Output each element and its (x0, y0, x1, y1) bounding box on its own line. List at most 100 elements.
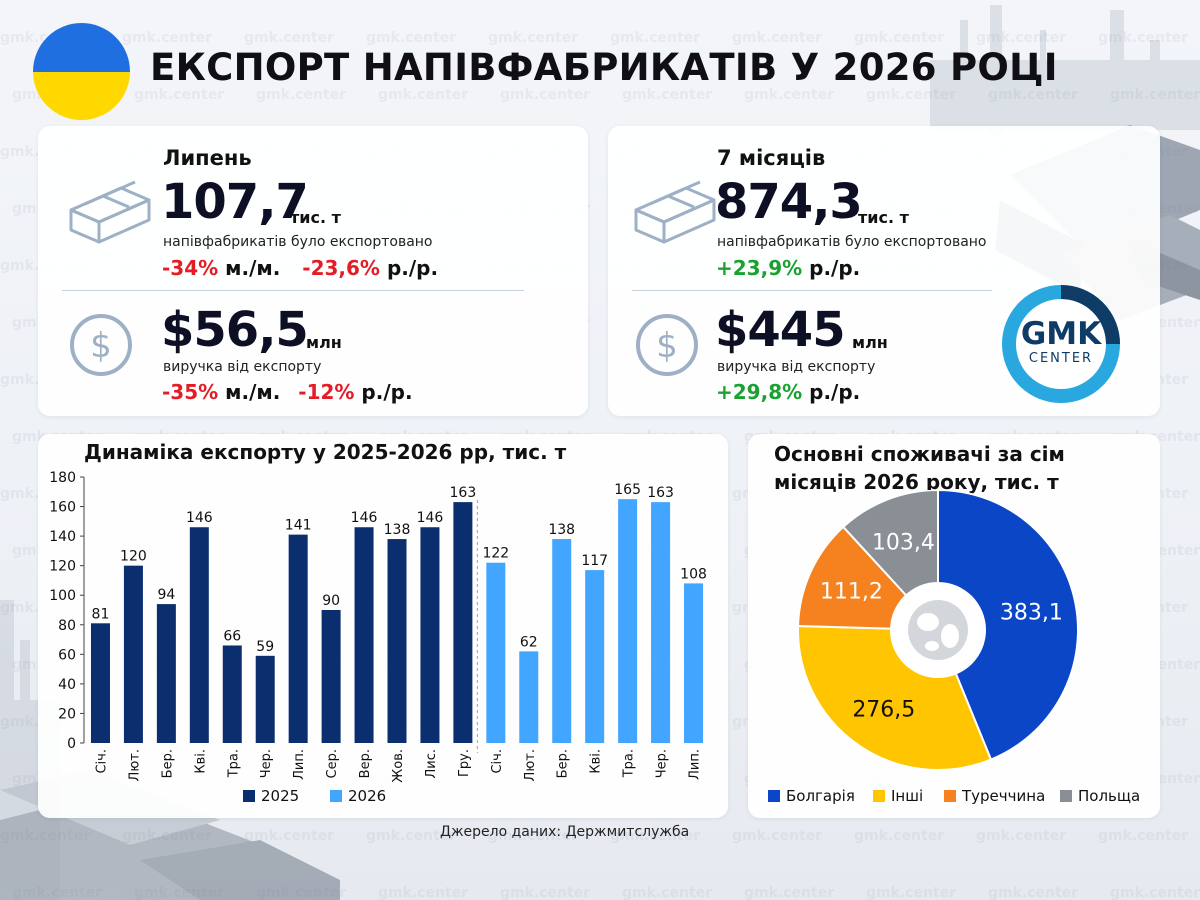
bar-value-label: 146 (417, 510, 444, 526)
kpi-july-revenue-changes: -35% м./м. -12% р./р. (162, 380, 413, 404)
watermark-text: gmk.center (988, 885, 1079, 900)
bar-2026-13 (519, 651, 539, 743)
kpi-july-revenue-desc: виручка від експорту (163, 359, 322, 375)
kpi-7m-volume-unit: тис. т (858, 208, 909, 227)
x-tick-label: Чер. (655, 749, 670, 778)
bar-2026-15 (585, 570, 605, 743)
kpi-july-volume-unit: тис. т (290, 208, 341, 227)
watermark-text: gmk.center (256, 87, 347, 103)
legend-2026-label: 2026 (348, 787, 387, 805)
kpi-7m-revenue-yy: +29,8% (716, 380, 803, 404)
data-source: Джерело даних: Держмитслужба (440, 824, 690, 840)
kpi-july-volume-desc: напівфабрикатів було експортовано (163, 234, 433, 250)
bar-value-label: 59 (256, 639, 274, 655)
kpi-july-divider (62, 290, 524, 291)
legend-2025: 2025 (243, 787, 299, 805)
kpi-7m-volume-desc: напівфабрикатів було експортовано (717, 234, 987, 250)
bar-value-label: 146 (186, 510, 213, 526)
watermark-text: gmk.center (622, 87, 713, 103)
pie-legend-label: Туреччина (962, 787, 1046, 805)
legend-2026-swatch (330, 790, 342, 802)
watermark-text: gmk.center (244, 828, 335, 844)
watermark-text: gmk.center (976, 30, 1067, 46)
kpi-july-volume: 107,7 (161, 174, 309, 230)
watermark-text: gmk.center (744, 87, 835, 103)
bar-value-label: 94 (157, 587, 175, 603)
watermark-text: gmk.center (1098, 30, 1189, 46)
gmk-center-logo: GMK CENTER (1000, 283, 1122, 405)
watermark-text: gmk.center (488, 30, 579, 46)
watermark-text: gmk.center (0, 828, 91, 844)
pie-chart: 383,1 276,5 111,2 103,4 (797, 490, 1079, 771)
x-tick-label: Тра. (226, 749, 241, 778)
x-tick-label: Лют. (127, 749, 142, 781)
watermark-text: gmk.center (1098, 828, 1189, 844)
logo-ring-icon (1002, 285, 1120, 403)
y-tick-label: 60 (58, 647, 76, 663)
bar-value-label: 117 (581, 553, 608, 569)
y-tick-label: 180 (49, 470, 76, 486)
watermark-text: gmk.center (378, 87, 469, 103)
bar-value-label: 81 (92, 606, 110, 622)
x-tick-label: Лют. (523, 749, 538, 781)
bar-2026-14 (552, 539, 572, 743)
pie-legend-label: Польща (1078, 787, 1141, 805)
bar-chart-card (38, 434, 728, 818)
kpi-7m-revenue: $445 (715, 302, 846, 358)
watermark-text: gmk.center (500, 885, 591, 900)
watermark-text: gmk.center (122, 828, 213, 844)
pie-value-label: 103,4 (872, 530, 935, 555)
y-tick-label: 120 (49, 559, 76, 575)
watermark-text: gmk.center (134, 87, 225, 103)
globe-icon (908, 600, 968, 660)
bar-2025-9 (387, 539, 407, 743)
kpi-7m-volume-changes: +23,9% р./р. (716, 256, 860, 280)
x-tick-label: Вер. (358, 749, 373, 778)
bar-2025-5 (255, 655, 275, 743)
x-tick-label: Кві. (589, 749, 604, 774)
x-tick-label: Кві. (193, 749, 208, 774)
watermark-text: gmk.center (378, 885, 469, 900)
kpi-july-revenue-mm-label: м./м. (225, 380, 281, 404)
bar-chart: 0 20 40 60 80 100 120 140 160 180 81 Січ. 120 Лют. 94 Б… (49, 470, 707, 783)
watermark-text: gmk.center (134, 885, 225, 900)
bar-value-label: 90 (322, 593, 340, 609)
pie-legend-item: Інші (873, 787, 923, 805)
y-tick-label: 100 (49, 588, 76, 604)
pie-slice-0 (937, 490, 1079, 761)
legend-2025-swatch (243, 790, 255, 802)
kpi-7m-revenue-unit: млн (852, 333, 888, 352)
pie-legend-label: Інші (891, 787, 924, 805)
pie-legend-swatch (768, 790, 780, 802)
kpi-card-july (38, 126, 588, 416)
watermark-text: gmk.center (366, 30, 457, 46)
y-tick-label: 160 (49, 500, 76, 516)
watermark-text: gmk.center (854, 828, 945, 844)
steel-bars-icon (69, 180, 151, 244)
bar-chart-title: Динаміка експорту у 2025-2026 рр, тис. т (84, 440, 567, 464)
bar-2025-4 (222, 645, 242, 743)
bar-value-label: 120 (120, 549, 147, 565)
watermark-text: gmk.center (866, 87, 957, 103)
kpi-july-volume-yy: -23,6% (302, 256, 380, 280)
bar-value-label: 108 (680, 566, 707, 582)
svg-text:$: $ (656, 326, 678, 366)
pie-value-label: 111,2 (820, 579, 883, 604)
bar-2025-10 (420, 527, 440, 743)
y-tick-label: 80 (58, 618, 76, 634)
pie-legend-item: Польща (1060, 787, 1140, 805)
x-tick-label: Сер. (325, 749, 340, 778)
pie-legend-item: Болгарія (768, 787, 855, 805)
y-tick-label: 20 (58, 706, 76, 722)
logo-main-text: GMK (1020, 316, 1102, 352)
pie-value-label: 276,5 (852, 697, 915, 722)
kpi-july-volume-changes: -34% м./м. -23,6% р./р. (162, 256, 438, 280)
x-tick-label: Жов. (391, 749, 406, 783)
bar-2025-1 (123, 565, 143, 743)
watermark-text: gmk.center (12, 885, 103, 900)
kpi-7m-volume-yy: +23,9% (716, 256, 803, 280)
bar-value-label: 138 (548, 522, 575, 538)
watermark-text: gmk.center (622, 885, 713, 900)
x-tick-label: Бер. (160, 749, 175, 778)
watermark-text: gmk.center (256, 885, 347, 900)
